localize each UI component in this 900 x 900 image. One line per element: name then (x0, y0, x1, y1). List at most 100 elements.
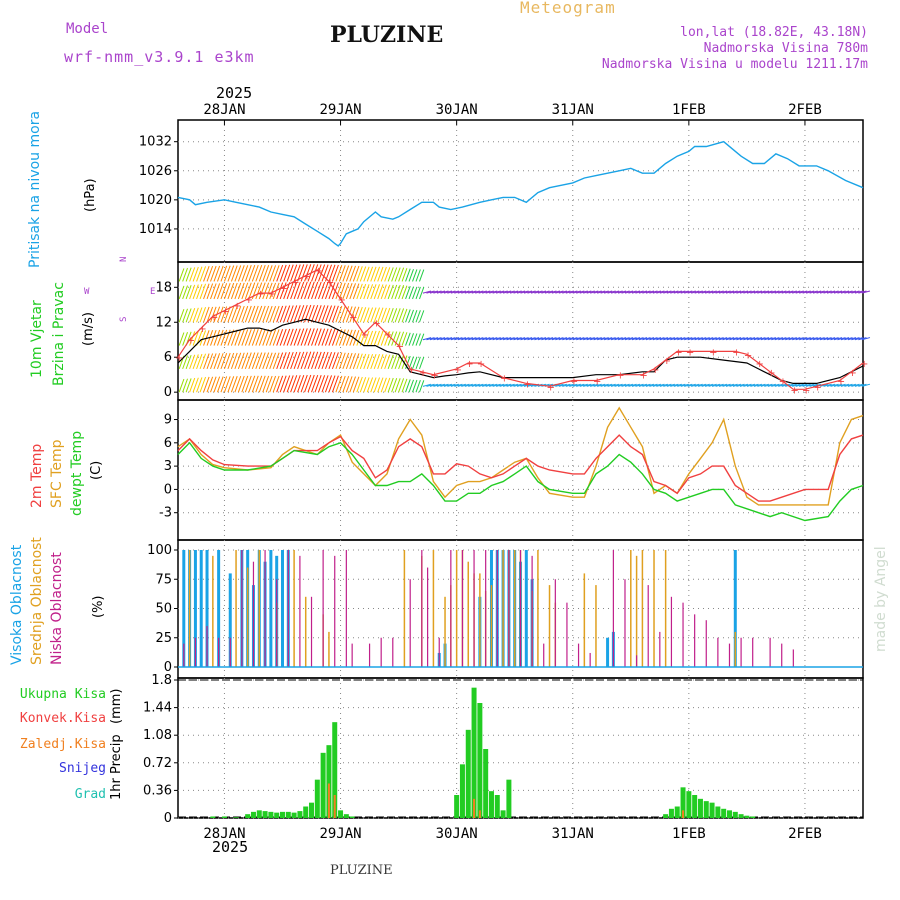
wind-barb (809, 383, 818, 387)
wind-barb (342, 265, 350, 282)
wind-barb (384, 377, 391, 393)
wind-barb (590, 290, 599, 294)
wind-barb (189, 307, 196, 323)
ytick-label-clouds: 75 (155, 572, 172, 587)
wind-barb (753, 337, 763, 341)
wind-barb (732, 290, 742, 294)
wind-barb (799, 337, 808, 341)
wind-barb (443, 383, 453, 387)
wind-barb (366, 377, 374, 393)
wind-barb (673, 383, 682, 387)
wind-barb (576, 290, 585, 294)
wind-gust-marker: + (279, 283, 287, 294)
wind-barb (631, 383, 641, 387)
wind-barb (398, 331, 405, 346)
mid-cloud-bar (583, 573, 586, 667)
wind-barb (321, 305, 329, 323)
wind-barb (520, 290, 529, 294)
wind-gust-marker: + (802, 385, 810, 396)
wind-barb (788, 290, 797, 294)
wind-barb (290, 281, 298, 300)
wind-barb (433, 290, 442, 294)
wind-barb (750, 290, 759, 294)
wind-barb (300, 264, 308, 282)
wind-barb (338, 329, 346, 346)
wind-barb (370, 354, 377, 370)
wind-barb (311, 328, 319, 346)
wind-barb (328, 264, 336, 282)
mid-cloud-bar (537, 550, 539, 667)
high-cloud-bar (217, 550, 221, 667)
wind-barb (227, 306, 235, 323)
wind-barb (447, 383, 456, 387)
wind-barb (398, 308, 405, 323)
wind-barb (802, 290, 811, 294)
wind-barb (387, 267, 394, 282)
wind-barb (352, 329, 360, 346)
low-cloud-bar (519, 550, 522, 667)
wind-barb (244, 329, 252, 346)
wind-barb (851, 383, 860, 387)
mid-cloud-bar (293, 550, 295, 667)
wind-barb (241, 352, 249, 370)
wind-gust-marker: + (814, 382, 822, 393)
wind-barb (412, 310, 418, 323)
wind-barb (189, 354, 196, 370)
ytick-label-precip: 1.8 (151, 673, 172, 688)
wind-barb (345, 265, 353, 282)
wind-barb (213, 329, 221, 346)
wind-barb (795, 337, 804, 341)
wind-barb (652, 383, 662, 387)
wind-barb (757, 337, 766, 341)
wind-barb (771, 290, 780, 294)
wind-barb (311, 374, 319, 393)
wind-barb (823, 383, 832, 387)
ytick-label-precip: 0.36 (143, 783, 172, 798)
wind-barb (185, 285, 192, 300)
day-label-bottom: 1FEB (672, 826, 706, 842)
wind-barb (244, 305, 252, 323)
wind-barb (345, 376, 353, 393)
day-label-top: 2FEB (788, 102, 822, 118)
wind-barb (659, 290, 669, 294)
wind-barb (555, 337, 564, 341)
wind-barb (220, 329, 228, 346)
wind-barb (656, 383, 665, 387)
wind-barb (708, 290, 717, 294)
wind-barb (199, 306, 207, 323)
wind-barb (331, 352, 339, 370)
precip-bar (477, 703, 483, 818)
day-label-top: 28JAN (203, 102, 245, 118)
wind-barb (314, 305, 322, 323)
wind-barb (551, 290, 561, 294)
wind-barb (844, 383, 853, 387)
low-cloud-bar (485, 550, 487, 667)
wind-barb (178, 285, 185, 300)
wind-barb (760, 383, 770, 387)
wind-barb (732, 337, 742, 341)
mid-cloud-bar (653, 550, 655, 667)
wind-barb (324, 305, 333, 323)
wind-barb (670, 290, 679, 294)
low-cloud-bar (183, 643, 185, 667)
wind-barb (656, 337, 665, 341)
wind-barb (300, 374, 308, 393)
wind-barb (241, 375, 249, 393)
wind-barb (572, 383, 581, 387)
wind-barb (450, 383, 460, 387)
low-cloud-bar (473, 550, 475, 667)
ytick-label-wind: 12 (155, 315, 172, 330)
wind-barb (394, 354, 401, 370)
wind-barb (276, 305, 284, 323)
wind-barb (736, 290, 745, 294)
wind-barb (642, 290, 651, 294)
wind-gust-marker: + (210, 312, 218, 323)
low-cloud-bar (438, 637, 440, 667)
wind-barb (276, 264, 284, 282)
mid-cloud-bar (641, 550, 644, 667)
mid-cloud-bar (467, 561, 470, 667)
wind-barb (635, 290, 644, 294)
wind-barb (189, 284, 196, 300)
wind-barb (687, 383, 696, 387)
low-cloud-bar (694, 614, 696, 667)
